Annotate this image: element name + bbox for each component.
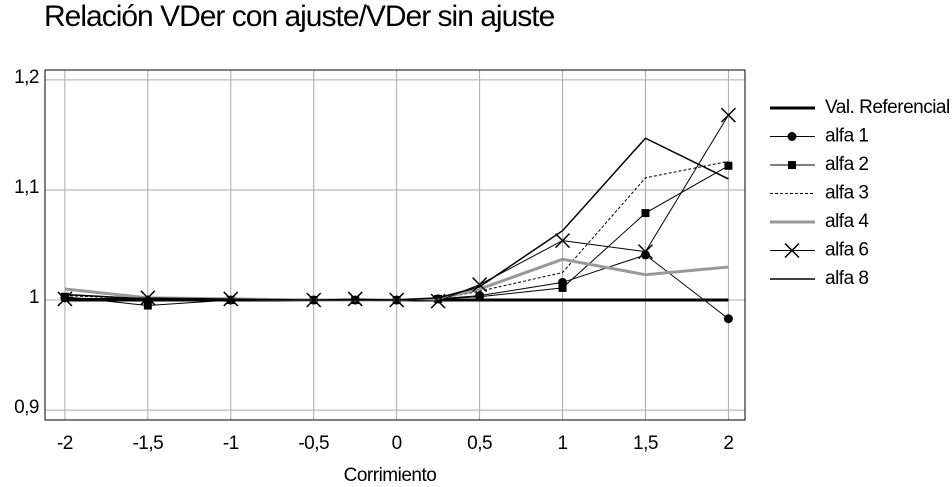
legend-label: Val. Referencial [825,97,950,118]
x-tick-label: -1,5 [132,433,163,454]
x-tick-label: -0,5 [298,433,329,454]
legend-label: alfa 3 [825,183,868,204]
legend-label: alfa 8 [825,268,868,289]
data-point [347,291,363,307]
data-point [475,292,484,301]
legend-marker [784,242,800,259]
x-tick-label: 1 [557,433,567,454]
data-point [723,314,733,324]
x-tick-label: -2 [57,433,73,454]
data-point [641,209,650,218]
legend-marker [788,161,796,169]
legend-label: alfa 1 [825,126,868,147]
y-tick-label: 1,1 [14,177,39,198]
x-tick-label: 0,5 [467,433,492,454]
plot-frame [44,69,746,421]
legend-label: alfa 2 [825,154,868,175]
data-point [640,250,650,260]
data-point [720,107,736,123]
x-tick-label: 0 [392,433,402,454]
x-tick-label: 1,5 [633,433,658,454]
data-point [140,290,156,306]
series-line [64,137,729,301]
x-axis-label: Corrimiento [344,465,437,486]
y-tick-label: 1,2 [14,67,39,88]
data-point [143,301,152,310]
data-point [555,233,571,249]
legend-label: alfa 4 [825,211,869,232]
data-point [60,292,69,301]
data-point [558,283,567,292]
data-point [637,244,654,260]
y-tick-label: 0,9 [14,397,39,418]
chart-title: Relación VDer con ajuste/VDer sin ajuste [44,0,555,33]
x-tick-label: 2 [723,433,733,454]
data-point [724,161,733,170]
legend-label: alfa 6 [825,240,868,261]
legend-marker [787,132,797,141]
data-point [472,277,488,293]
data-point [223,291,239,307]
x-tick-label: -1 [223,433,239,454]
y-tick-label: 1 [29,287,39,308]
